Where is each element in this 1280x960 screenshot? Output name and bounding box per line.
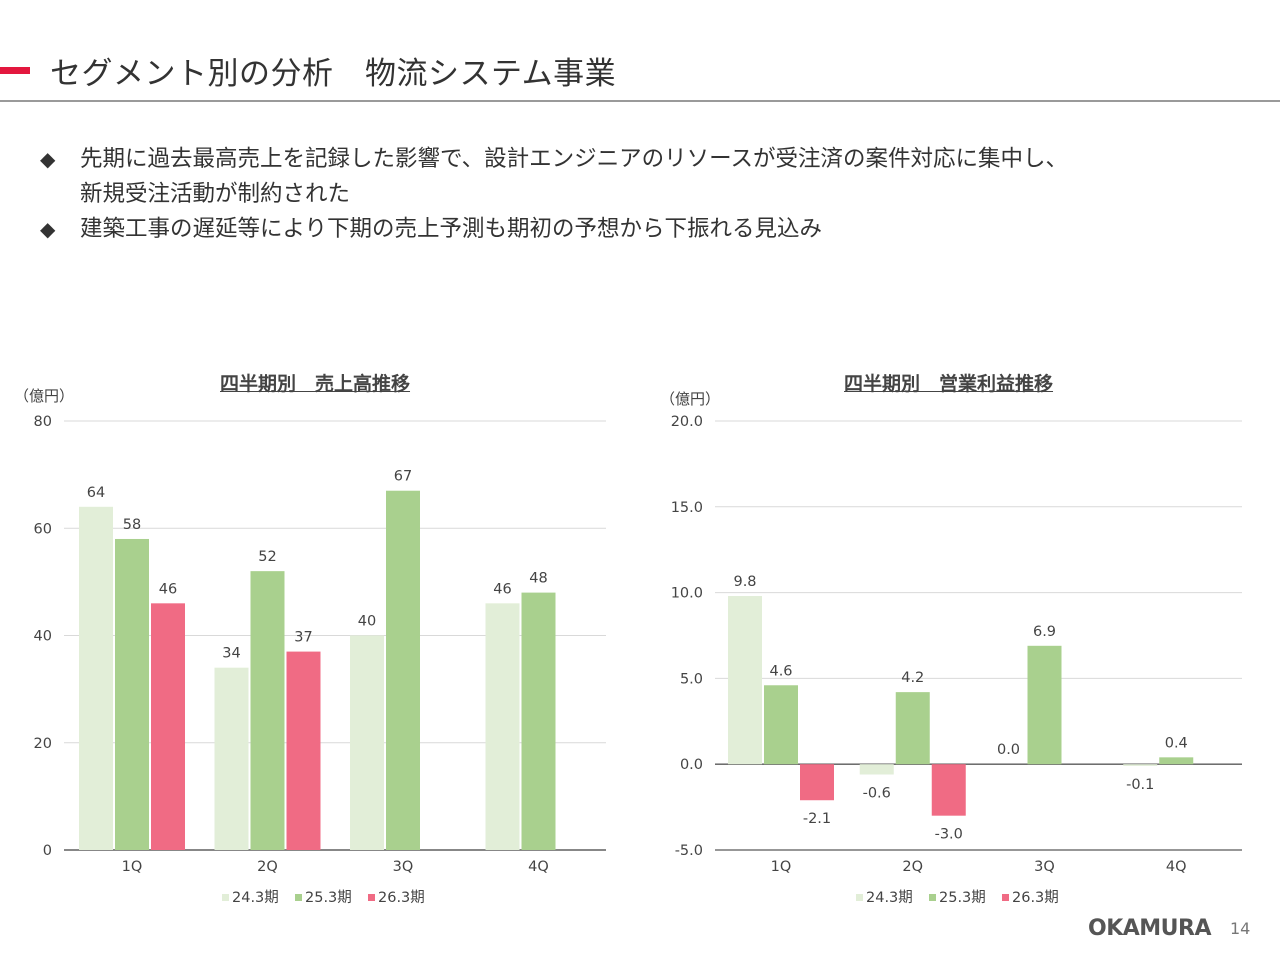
data-label: 40 <box>358 614 376 630</box>
y-tick-label: 40 <box>34 629 52 645</box>
bar-25.3期-2Q <box>895 692 930 765</box>
profit-chart-title: 四半期別 営業利益推移 <box>844 373 1054 395</box>
data-label: 46 <box>493 581 511 597</box>
bar-24.3期-2Q <box>214 667 249 850</box>
page-title: セグメント別の分析 物流システム事業 <box>50 56 617 92</box>
page-number: 14 <box>1230 919 1251 938</box>
title-divider <box>0 100 1280 102</box>
x-tick-label: 2Q <box>902 859 923 875</box>
data-label: 52 <box>258 549 276 565</box>
data-label: 46 <box>159 581 177 597</box>
diamond-bullet-icon: ◆ <box>40 147 56 171</box>
data-label: 37 <box>294 630 312 646</box>
legend-swatch <box>856 894 863 901</box>
bullet-item: ◆ 建築工事の遅延等により下期の売上予測も期初の予想から下振れる見込み <box>40 212 1220 247</box>
y-tick-label: 0 <box>43 843 52 859</box>
bar-24.3期-4Q <box>1123 764 1158 766</box>
profit-bar-chart: -5.0 0.0 5.0 10.0 15.0 20.0 9.8 4.6 -2.1 1Q -0.6 4.… <box>671 414 1242 906</box>
bar-25.3期-4Q <box>521 592 556 850</box>
okamura-logo: OKAMURA <box>1088 916 1212 941</box>
sales-chart-unit: （億円） <box>14 387 75 405</box>
legend-swatch <box>295 894 302 901</box>
bar-26.3期-1Q <box>800 764 834 801</box>
x-tick-label: 3Q <box>393 859 414 875</box>
y-tick-label: 0.0 <box>680 757 703 773</box>
diamond-bullet-icon: ◆ <box>40 217 56 241</box>
bullet-item-continuation: 新規受注活動が制約された <box>40 177 1220 212</box>
title-bar: セグメント別の分析 物流システム事業 <box>0 40 1280 102</box>
bar-25.3期-2Q <box>250 571 285 850</box>
data-label: 67 <box>394 469 412 485</box>
legend-label: 25.3期 <box>939 889 986 906</box>
data-label: 9.8 <box>733 574 756 590</box>
data-label: 64 <box>87 485 105 501</box>
x-tick-label: 4Q <box>528 859 549 875</box>
bar-24.3期-2Q <box>859 764 894 775</box>
data-label: -3.0 <box>935 827 963 843</box>
bar-25.3期-1Q <box>764 685 798 765</box>
bullet-item: ◆ 先期に過去最高売上を記録した影響で、設計エンジニアのリソースが受注済の案件対… <box>40 142 1220 177</box>
bullet-text: 新規受注活動が制約された <box>80 181 351 207</box>
y-tick-label: 15.0 <box>671 500 703 516</box>
x-tick-label: 2Q <box>257 859 278 875</box>
bullet-text: 建築工事の遅延等により下期の売上予測も期初の予想から下振れる見込み <box>80 216 823 242</box>
bar-25.3期-4Q <box>1159 757 1194 765</box>
data-label: 48 <box>529 571 547 587</box>
sales-bar-chart: 0 20 40 60 80 64 58 46 1Q 34 52 37 2Q 40 67 3Q 46 48 4Q 24.… <box>34 414 606 906</box>
data-label: 0.0 <box>997 742 1020 758</box>
x-tick-label: 1Q <box>771 859 792 875</box>
bar-25.3期-1Q <box>115 538 149 850</box>
x-tick-label: 3Q <box>1034 859 1055 875</box>
bullet-list: ◆ 先期に過去最高売上を記録した影響で、設計エンジニアのリソースが受注済の案件対… <box>40 142 1220 247</box>
bar-24.3期-1Q <box>79 506 113 850</box>
bar-26.3期-2Q <box>286 651 321 850</box>
bar-25.3期-3Q <box>386 490 420 850</box>
sales-chart-title: 四半期別 売上高推移 <box>220 373 411 395</box>
y-tick-label: 60 <box>34 521 52 537</box>
y-tick-label: 80 <box>34 414 52 430</box>
legend-swatch <box>1002 894 1009 901</box>
data-label: -2.1 <box>803 811 831 827</box>
data-label: -0.1 <box>1126 777 1154 793</box>
y-tick-label: -5.0 <box>675 843 703 859</box>
legend-swatch <box>368 894 375 901</box>
legend-swatch <box>222 894 229 901</box>
y-tick-label: 5.0 <box>680 671 703 687</box>
bar-26.3期-1Q <box>151 603 185 850</box>
x-tick-label: 1Q <box>122 859 143 875</box>
legend-label: 24.3期 <box>232 889 279 906</box>
bar-24.3期-3Q <box>350 635 384 850</box>
bar-24.3期-1Q <box>728 596 762 765</box>
bar-25.3期-3Q <box>1027 645 1062 765</box>
title-accent-mark <box>0 67 30 74</box>
legend-label: 26.3期 <box>378 889 425 906</box>
y-tick-label: 10.0 <box>671 586 703 602</box>
bar-26.3期-2Q <box>931 764 966 816</box>
data-label: 0.4 <box>1165 735 1188 751</box>
bar-24.3期-4Q <box>485 603 520 850</box>
legend-swatch <box>929 894 936 901</box>
legend-label: 25.3期 <box>305 889 352 906</box>
profit-chart-unit: （億円） <box>660 390 721 408</box>
x-tick-label: 4Q <box>1166 859 1187 875</box>
y-tick-label: 20 <box>34 736 52 752</box>
bullet-text: 先期に過去最高売上を記録した影響で、設計エンジニアのリソースが受注済の案件対応に… <box>80 146 1068 172</box>
data-label: 4.6 <box>769 663 792 679</box>
data-label: -0.6 <box>863 785 891 801</box>
data-label: 34 <box>222 646 240 662</box>
data-label: 4.2 <box>901 670 924 686</box>
legend-label: 24.3期 <box>866 889 913 906</box>
legend-label: 26.3期 <box>1012 889 1059 906</box>
y-tick-label: 20.0 <box>671 414 703 430</box>
data-label: 58 <box>123 517 141 533</box>
data-label: 6.9 <box>1033 624 1056 640</box>
